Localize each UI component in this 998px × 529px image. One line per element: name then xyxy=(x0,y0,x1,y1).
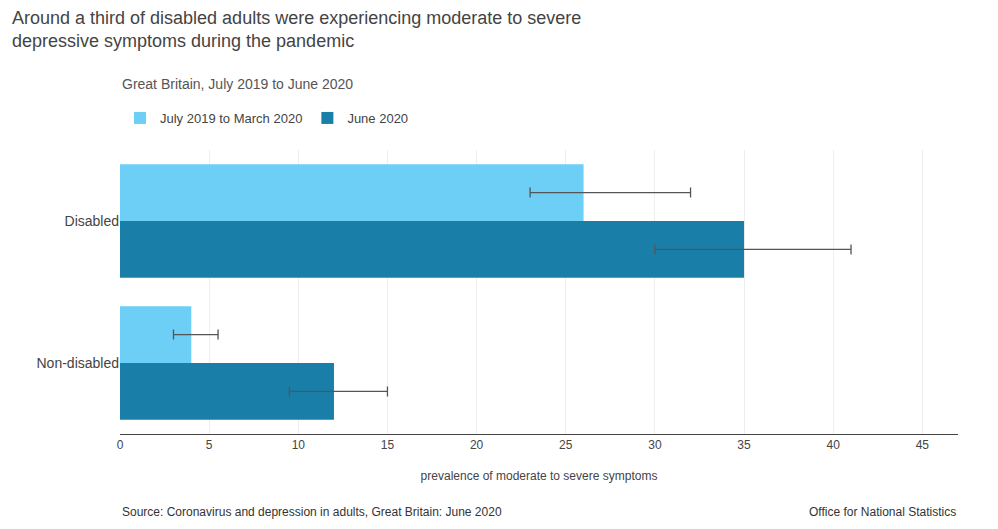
svg-text:25: 25 xyxy=(559,438,573,452)
svg-text:40: 40 xyxy=(827,438,841,452)
svg-text:July 2019 to March 2020: July 2019 to March 2020 xyxy=(160,111,302,126)
svg-text:35: 35 xyxy=(737,438,751,452)
svg-text:45: 45 xyxy=(916,438,930,452)
svg-text:Great Britain, July 2019 to Ju: Great Britain, July 2019 to June 2020 xyxy=(122,76,353,92)
svg-text:15: 15 xyxy=(381,438,395,452)
svg-text:Non-disabled: Non-disabled xyxy=(37,355,120,371)
svg-text:Office for National Statistics: Office for National Statistics xyxy=(809,505,956,519)
svg-text:Source: Coronavirus and depres: Source: Coronavirus and depression in ad… xyxy=(122,505,502,519)
svg-text:June 2020: June 2020 xyxy=(347,111,408,126)
svg-text:Disabled: Disabled xyxy=(65,213,119,229)
svg-text:5: 5 xyxy=(206,438,213,452)
svg-text:30: 30 xyxy=(648,438,662,452)
svg-text:0: 0 xyxy=(117,438,124,452)
svg-text:prevalence of moderate to seve: prevalence of moderate to severe symptom… xyxy=(421,469,658,483)
svg-text:20: 20 xyxy=(470,438,484,452)
svg-text:Around a third of disabled adu: Around a third of disabled adults were e… xyxy=(12,8,581,51)
svg-text:10: 10 xyxy=(292,438,306,452)
